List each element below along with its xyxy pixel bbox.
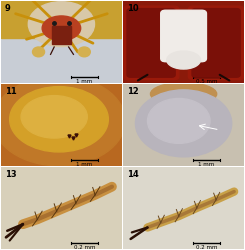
FancyBboxPatch shape	[127, 8, 175, 77]
Ellipse shape	[28, 2, 95, 46]
Bar	[1, 1, 122, 38]
Ellipse shape	[167, 51, 200, 69]
Text: 0.2 mm: 0.2 mm	[196, 245, 217, 250]
Text: 0.2 mm: 0.2 mm	[74, 245, 95, 250]
Text: 0.5 mm: 0.5 mm	[196, 79, 217, 84]
Ellipse shape	[150, 82, 217, 106]
Text: 14: 14	[127, 170, 139, 178]
FancyBboxPatch shape	[161, 10, 207, 62]
Text: 1 mm: 1 mm	[76, 79, 92, 84]
Ellipse shape	[0, 76, 125, 166]
Text: 10: 10	[127, 4, 139, 13]
Ellipse shape	[21, 96, 87, 138]
Ellipse shape	[42, 16, 81, 40]
Text: 11: 11	[5, 86, 17, 96]
Text: 12: 12	[127, 86, 139, 96]
Text: 13: 13	[5, 170, 16, 178]
Ellipse shape	[10, 86, 108, 152]
Ellipse shape	[78, 47, 90, 57]
FancyBboxPatch shape	[192, 8, 240, 77]
FancyBboxPatch shape	[188, 6, 244, 80]
Ellipse shape	[147, 98, 210, 144]
Ellipse shape	[135, 90, 232, 157]
Text: 1 mm: 1 mm	[76, 162, 92, 167]
Text: 1 mm: 1 mm	[198, 162, 215, 167]
Bar	[52, 26, 71, 44]
FancyBboxPatch shape	[123, 6, 179, 80]
Ellipse shape	[33, 47, 45, 57]
Text: 9: 9	[5, 4, 11, 13]
